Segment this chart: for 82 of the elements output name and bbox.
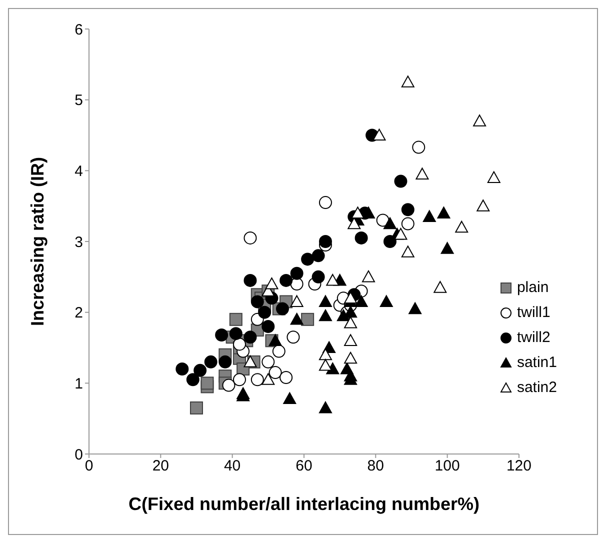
- point: [244, 274, 257, 287]
- point: [383, 217, 396, 230]
- y-tick-label: 4: [74, 162, 83, 180]
- point: [290, 295, 304, 308]
- point: [372, 128, 386, 141]
- point: [312, 270, 325, 284]
- y-axis-title: Increasing ratio (IR): [27, 156, 48, 326]
- point: [218, 355, 232, 368]
- point: [232, 338, 246, 351]
- point: [318, 309, 332, 322]
- point: [318, 235, 332, 248]
- point: [422, 210, 436, 222]
- point: [362, 270, 375, 282]
- point: [176, 362, 189, 376]
- point: [262, 373, 275, 385]
- point: [290, 312, 304, 325]
- point: [351, 206, 364, 218]
- point: [312, 249, 325, 262]
- point: [348, 217, 361, 230]
- point: [380, 295, 393, 308]
- point: [354, 231, 368, 244]
- y-tick-label: 1: [74, 375, 83, 392]
- y-tick-label: 6: [74, 21, 83, 38]
- point: [190, 401, 203, 414]
- legend-label: twill2: [516, 329, 550, 346]
- point: [473, 114, 486, 126]
- point: [344, 306, 358, 318]
- point: [229, 312, 242, 326]
- point: [408, 302, 422, 314]
- point: [265, 278, 278, 290]
- point: [194, 364, 207, 377]
- point: [250, 295, 264, 308]
- legend-label: twill1: [516, 304, 550, 321]
- point: [258, 306, 272, 319]
- point: [401, 246, 414, 258]
- x-tick-label: 80: [367, 458, 384, 475]
- x-axis-title: C(Fixed number/all interlacing number%): [128, 494, 480, 514]
- point: [268, 334, 282, 346]
- point: [222, 378, 236, 392]
- point: [394, 228, 408, 240]
- y-tick-label: 2: [74, 304, 83, 322]
- point: [394, 174, 408, 188]
- point: [280, 274, 293, 287]
- point: [437, 206, 450, 218]
- point: [344, 292, 358, 304]
- point: [204, 355, 218, 368]
- point: [440, 242, 454, 254]
- x-tick-label: 40: [224, 458, 241, 475]
- x-tick-label: 120: [506, 458, 532, 475]
- y-tick-label: 3: [74, 234, 83, 251]
- point: [244, 330, 257, 344]
- point: [326, 274, 340, 286]
- y-tick-label: 0: [74, 446, 83, 464]
- legend-label: satin1: [516, 354, 557, 371]
- point: [262, 320, 275, 333]
- point: [283, 392, 296, 404]
- point: [401, 76, 414, 88]
- point: [301, 312, 314, 326]
- point: [354, 295, 368, 308]
- point: [200, 376, 214, 390]
- x-tick-label: 60: [296, 458, 312, 475]
- x-tick-label: 100: [434, 458, 460, 475]
- point: [318, 401, 332, 414]
- point: [318, 295, 332, 308]
- point: [455, 220, 468, 233]
- point: [344, 352, 358, 364]
- x-tick-label: 20: [152, 458, 170, 475]
- point: [229, 327, 242, 340]
- point: [290, 266, 304, 280]
- point: [215, 328, 228, 342]
- point: [434, 281, 447, 293]
- legend-label: satin2: [516, 379, 557, 396]
- point: [476, 200, 490, 212]
- point: [344, 316, 358, 328]
- point: [186, 373, 200, 386]
- point: [301, 252, 314, 266]
- legend-label: plain: [516, 279, 549, 296]
- point: [383, 235, 396, 248]
- point: [276, 302, 289, 316]
- point: [401, 203, 414, 216]
- point: [244, 355, 257, 368]
- y-tick-label: 5: [74, 92, 83, 110]
